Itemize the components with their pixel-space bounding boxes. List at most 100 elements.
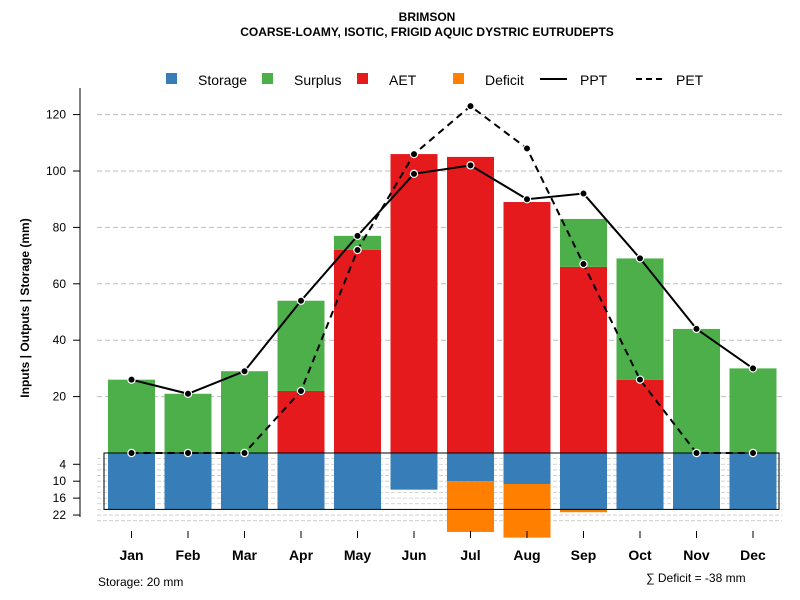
y-tick-label: 22 xyxy=(53,508,67,522)
y-tick-label: 60 xyxy=(53,277,67,291)
point-ppt xyxy=(296,296,306,305)
x-tick-label: Jun xyxy=(402,547,427,563)
point-ppt xyxy=(579,189,588,198)
y-tick-label: 10 xyxy=(53,474,67,488)
bar-surplus xyxy=(277,300,325,391)
legend-label-deficit: Deficit xyxy=(485,72,524,88)
legend: Storage Surplus AET Deficit PPT PET xyxy=(166,72,704,88)
y-tick-label: 16 xyxy=(53,491,67,505)
point-pet xyxy=(692,448,701,458)
x-tick-label: May xyxy=(344,547,371,563)
point-ppt xyxy=(127,375,136,384)
bar-aet xyxy=(334,249,381,453)
chart-subtitle: COARSE-LOAMY, ISOTIC, FRIGID AQUIC DYSTR… xyxy=(240,25,614,39)
point-pet xyxy=(748,448,758,458)
point-ppt xyxy=(183,389,193,398)
y-tick-label: 100 xyxy=(46,164,66,178)
deficit-note: ∑ Deficit = -38 mm xyxy=(646,571,746,585)
line-pet xyxy=(131,104,753,454)
point-pet xyxy=(127,448,136,458)
x-tick-label: Mar xyxy=(232,547,257,563)
point-pet xyxy=(296,386,306,396)
legend-label-ppt: PPT xyxy=(580,72,608,88)
bar-storage xyxy=(108,453,155,510)
bar-storage xyxy=(673,453,720,510)
y-tick-label: 80 xyxy=(53,220,67,234)
x-tick-label: Oct xyxy=(628,547,652,563)
point-ppt xyxy=(240,367,249,376)
bar-aet xyxy=(503,202,551,453)
bar-surplus xyxy=(108,379,155,453)
bar-surplus xyxy=(673,328,720,453)
bar-storage xyxy=(616,453,664,510)
bar-surplus xyxy=(616,258,664,380)
axes: 20 40 60 80 100 120 4 10 16 22 Jan Feb Mar Apr May Jun J… xyxy=(46,88,766,563)
x-tick-label: Apr xyxy=(289,547,314,563)
bar-surplus xyxy=(221,371,268,453)
point-ppt xyxy=(748,364,758,373)
legend-label-storage: Storage xyxy=(198,72,247,88)
bars xyxy=(108,154,777,538)
x-tick-label: Jan xyxy=(119,547,143,563)
legend-swatch-surplus xyxy=(262,73,273,84)
bar-deficit xyxy=(503,484,551,538)
bar-aet xyxy=(560,266,607,453)
y-tick-label: 120 xyxy=(46,108,66,122)
point-ppt xyxy=(466,161,475,170)
x-tick-label: Dec xyxy=(740,547,766,563)
point-pet xyxy=(353,245,362,255)
bar-storage xyxy=(560,453,607,510)
point-pet xyxy=(240,448,249,458)
x-tick-label: Jul xyxy=(460,547,480,563)
x-tick-label: Sep xyxy=(571,547,597,563)
bar-aet xyxy=(616,379,664,453)
bar-aet xyxy=(277,390,325,453)
point-pet xyxy=(635,375,645,384)
storage-box xyxy=(103,452,780,510)
point-ppt xyxy=(409,169,419,179)
bar-aet xyxy=(447,156,494,453)
legend-swatch-deficit xyxy=(453,73,464,84)
legend-label-surplus: Surplus xyxy=(294,72,341,88)
bar-storage xyxy=(164,453,212,510)
bar-storage xyxy=(390,453,438,490)
chart-title: BRIMSON xyxy=(399,10,456,24)
storage-note: Storage: 20 mm xyxy=(98,575,183,589)
bar-surplus xyxy=(334,235,381,250)
legend-swatch-aet xyxy=(357,73,368,84)
bar-deficit xyxy=(447,481,494,532)
legend-label-aet: AET xyxy=(389,72,417,88)
y-axis-label: Inputs | Outputs | Storage (mm) xyxy=(18,218,32,397)
legend-label-pet: PET xyxy=(676,72,704,88)
bar-storage xyxy=(503,453,551,485)
line-ppt xyxy=(131,164,754,395)
bar-storage xyxy=(447,453,494,482)
bar-surplus xyxy=(729,368,777,453)
bar-deficit xyxy=(560,509,607,513)
x-tick-label: Nov xyxy=(683,547,710,563)
point-pet xyxy=(522,144,532,153)
y-tick-label: 20 xyxy=(53,390,67,404)
point-ppt xyxy=(353,231,362,241)
point-ppt xyxy=(522,194,532,204)
point-pet xyxy=(579,259,588,269)
x-tick-label: Aug xyxy=(513,547,540,563)
lines xyxy=(131,104,754,454)
y-tick-label: 40 xyxy=(53,333,67,347)
point-pet xyxy=(183,448,193,458)
bar-storage xyxy=(729,453,777,510)
point-pet xyxy=(409,149,419,159)
bar-storage xyxy=(221,453,268,510)
bar-surplus xyxy=(164,393,212,453)
bar-aet xyxy=(390,154,438,453)
x-tick-label: Feb xyxy=(176,547,201,563)
bar-storage xyxy=(334,453,381,510)
point-ppt xyxy=(692,324,701,334)
points xyxy=(127,101,758,458)
legend-swatch-storage xyxy=(166,73,177,84)
point-ppt xyxy=(635,254,645,263)
storage-capacity-box xyxy=(103,452,780,510)
bar-surplus xyxy=(560,218,607,267)
bar-storage xyxy=(277,453,325,510)
